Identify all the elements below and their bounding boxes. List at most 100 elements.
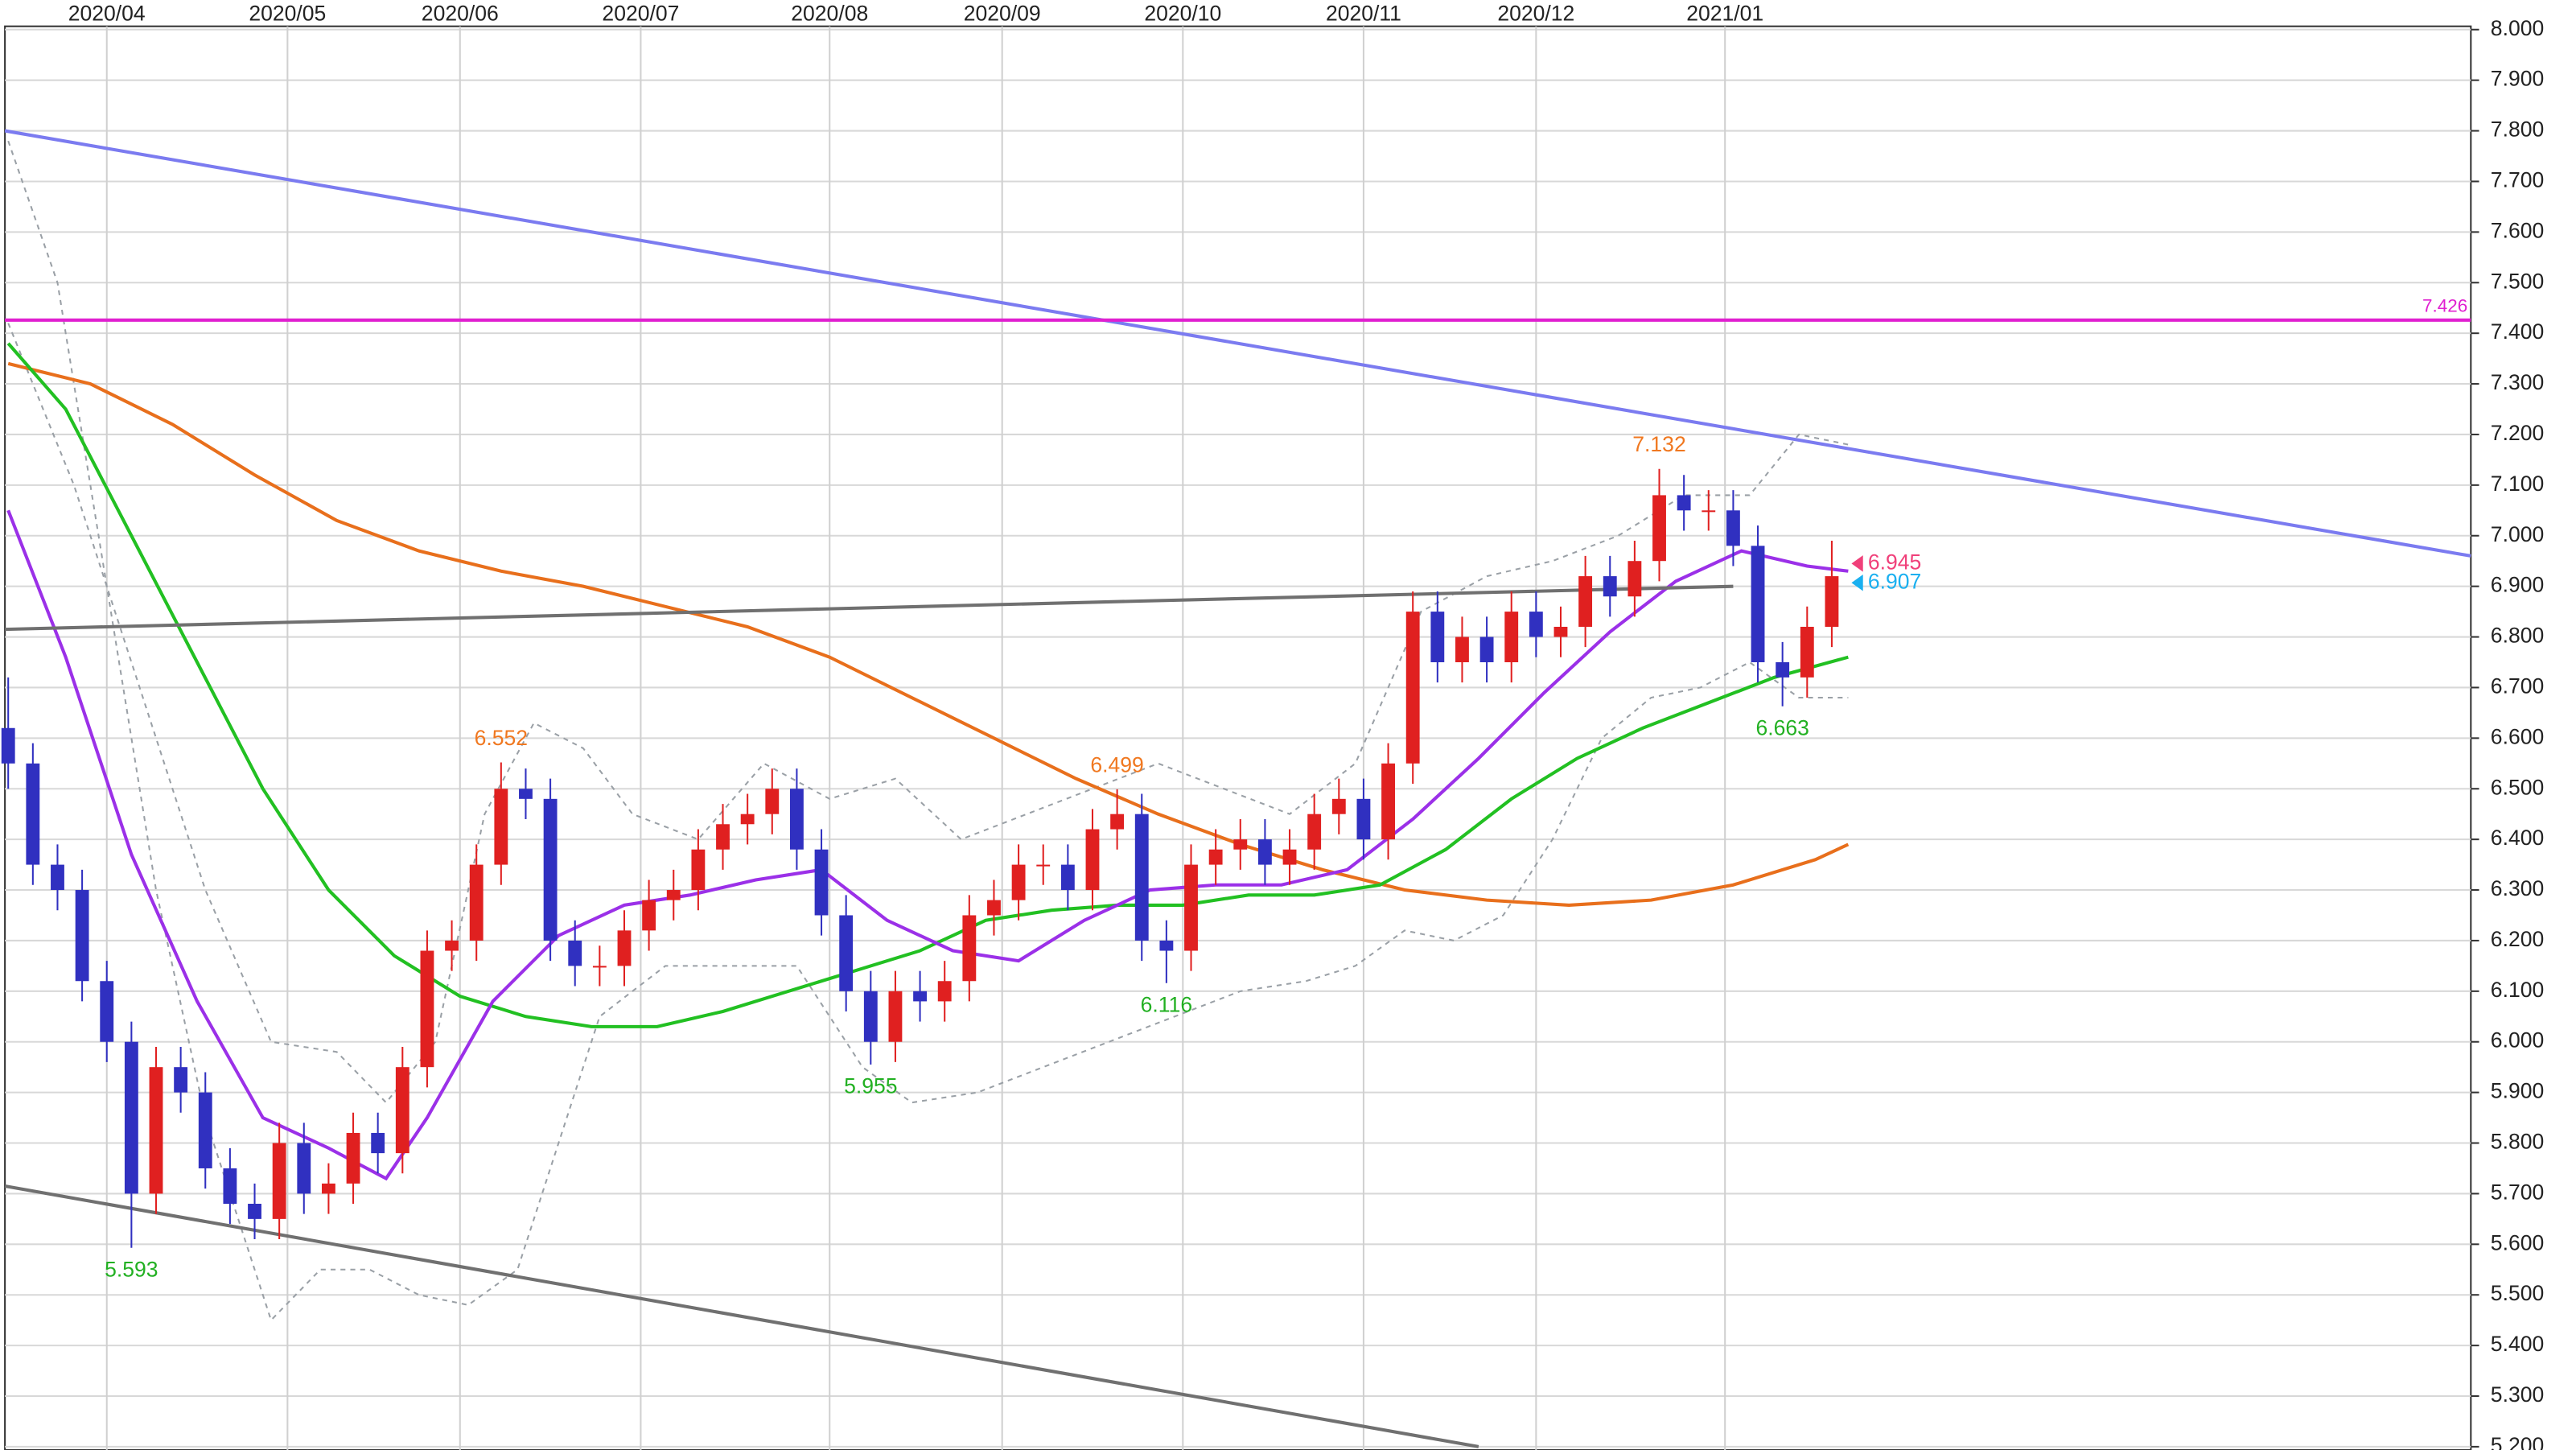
price-marker [1851,575,1863,591]
candle-body [1702,510,1716,513]
candle-body [100,981,114,1042]
y-tick-label: 7.300 [2491,370,2544,394]
line [6,509,1849,1181]
candle-body [814,849,829,916]
candle-body [272,1143,286,1219]
candle-body [888,991,903,1042]
y-tick-label: 7.600 [2491,218,2544,242]
line [4,129,2471,558]
candle-body [1110,814,1125,830]
candle-body [765,789,780,814]
candle-body [420,950,434,1068]
candle-body [1825,576,1839,627]
candle-body [839,915,854,991]
price-annotation: 6.663 [1755,715,1809,739]
y-tick-label: 6.500 [2491,775,2544,799]
y-tick-label: 6.800 [2491,624,2544,648]
candle-body [174,1067,188,1093]
candle-body [1455,636,1469,662]
y-tick-label: 6.600 [2491,724,2544,748]
x-tick-label: 2020/12 [1497,1,1574,25]
candle-body [1257,839,1272,865]
candle-body [75,890,89,982]
candle-body [666,890,681,900]
y-tick-label: 6.000 [2491,1028,2544,1052]
line [6,342,1849,1028]
candle-body [1036,864,1051,867]
candle-body [1652,495,1666,562]
y-tick-label: 6.700 [2491,674,2544,698]
price-marker [1851,555,1863,572]
price-annotation: 7.132 [1632,432,1685,456]
candle-body [26,763,40,865]
y-tick-label: 7.900 [2491,67,2544,91]
y-tick-label: 5.300 [2491,1382,2544,1407]
y-tick-label: 7.100 [2491,472,2544,496]
candle-body [124,1041,138,1194]
y-tick-label: 5.700 [2491,1180,2544,1204]
candle-body [395,1067,409,1154]
candle-body [371,1132,385,1154]
x-tick-label: 2020/05 [249,1,326,25]
candle-body [1677,495,1691,511]
candle-body [789,789,804,850]
line [5,584,1734,632]
y-tick-label: 7.200 [2491,421,2544,445]
price-annotation: 6.552 [475,726,528,750]
y-tick-label: 6.200 [2491,927,2544,951]
y-tick-label: 6.400 [2491,826,2544,850]
price-marker-label: 6.945 [1868,550,1921,574]
candle-body [1,727,15,764]
y-tick-label: 6.900 [2491,573,2544,597]
candle-body [691,849,706,891]
candle-body [248,1204,261,1219]
candle-body [321,1183,335,1194]
candle-body [198,1092,212,1168]
y-tick-label: 7.000 [2491,522,2544,546]
candle-body [445,940,459,951]
y-tick-label: 5.900 [2491,1079,2544,1103]
candle-body [1627,561,1642,597]
candle-body [1282,849,1297,865]
candle-body [863,991,878,1042]
candle-body [1800,626,1814,678]
y-tick-label: 7.500 [2491,269,2544,293]
y-tick-label: 5.200 [2491,1433,2544,1450]
y-tick-label: 7.700 [2491,167,2544,192]
candle-body [223,1168,237,1205]
x-tick-label: 2020/04 [68,1,146,25]
candle-body [1184,864,1198,951]
y-tick-label: 5.600 [2491,1230,2544,1254]
x-tick-label: 2020/10 [1144,1,1221,25]
candle-body [1430,612,1445,662]
candle-body [1060,864,1075,891]
candle-body [1331,798,1346,814]
candle-body [149,1067,163,1194]
candle-body [987,900,1001,916]
y-tick-label: 7.800 [2491,117,2544,142]
x-tick-label: 2020/06 [422,1,499,25]
candle-body [913,991,927,1002]
price-marker-label: 6.907 [1868,569,1921,593]
line [4,1184,1479,1448]
candle-body [716,824,730,850]
price-annotation: 6.116 [1141,992,1192,1016]
price-annotation: 6.499 [1090,752,1143,776]
candle-body [494,789,508,865]
candle-body [1405,612,1420,764]
candle-body [1504,612,1519,662]
candle-body [962,915,977,982]
candle-body [592,966,607,968]
line [7,361,1850,907]
candle-body [1208,849,1223,865]
candle-body [543,798,558,941]
candle-body [1011,864,1026,900]
candle-body [617,930,632,966]
candle-body [937,981,952,1002]
y-tick-label: 6.100 [2491,978,2544,1002]
candle-body [740,814,755,825]
price-annotation: 5.593 [105,1257,158,1281]
price-annotation: 5.955 [844,1074,897,1098]
x-tick-label: 2020/09 [964,1,1041,25]
